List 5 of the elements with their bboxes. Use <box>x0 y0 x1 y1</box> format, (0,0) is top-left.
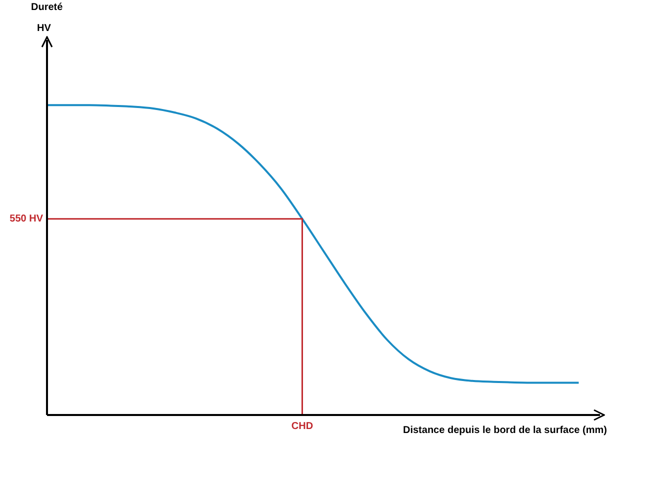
text: CHD <box>291 420 314 432</box>
ref-line-label: 550 HV <box>10 214 44 225</box>
text: HV <box>37 22 52 34</box>
x-axis-title: Distance depuis le bord de la surface (mm) <box>403 424 607 436</box>
text: Dureté <box>31 2 64 13</box>
